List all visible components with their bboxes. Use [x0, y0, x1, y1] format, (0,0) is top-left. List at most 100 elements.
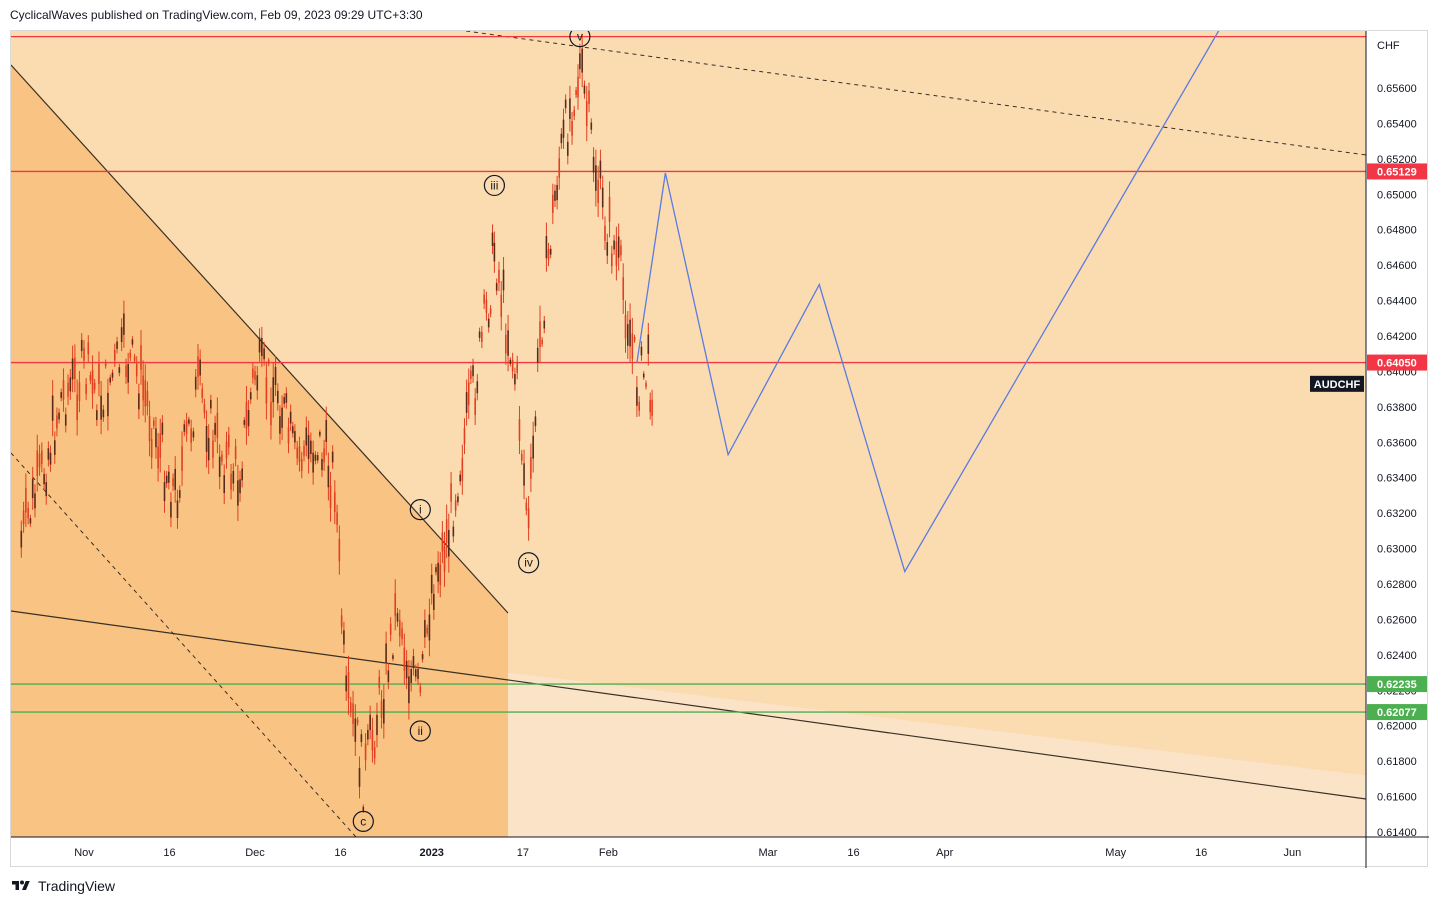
candle-body	[571, 120, 573, 136]
candle-body	[135, 363, 138, 377]
candle-body	[287, 427, 290, 444]
candle-body	[396, 613, 399, 622]
candle-body	[241, 468, 243, 481]
currency-label: CHF	[1377, 40, 1400, 52]
candle-body	[321, 459, 323, 471]
time-axis[interactable]: Nov 16 Dec 16 2023 17 Feb Mar 16 Apr May 16 Jun	[74, 847, 1301, 859]
candle-body	[642, 373, 645, 378]
time-tick-label: 16	[1195, 847, 1207, 859]
candle-body	[116, 341, 118, 349]
candle-body	[218, 456, 221, 477]
candle-body	[622, 277, 625, 301]
time-tick-label: Feb	[599, 847, 618, 859]
price-tick-label: 0.61600	[1377, 792, 1417, 804]
candle-body	[445, 519, 448, 544]
candle-body	[487, 318, 490, 328]
candle-body	[51, 395, 54, 421]
candle-body	[640, 346, 643, 356]
candle-body	[104, 362, 107, 367]
candle-body	[387, 670, 390, 683]
symbol-tag[interactable]	[1310, 375, 1364, 392]
candle-body	[474, 398, 476, 415]
candle-body	[247, 410, 250, 427]
candle-body	[417, 668, 419, 679]
candle-body	[314, 454, 317, 461]
candle-body	[601, 187, 604, 208]
candle-body	[249, 392, 252, 400]
candle-body	[376, 714, 378, 736]
price-badges: 0.65129 0.64050 0.62235 0.62077	[1367, 163, 1427, 721]
price-axis[interactable]: 0.65600 0.65400 0.65200 0.65000 0.64800 0.646…	[1377, 83, 1417, 839]
candle-body	[203, 404, 206, 414]
candle-body	[617, 236, 620, 258]
candle-body	[620, 245, 622, 256]
wave-label-circle	[483, 174, 505, 197]
candle-body	[277, 390, 279, 404]
candle-body	[170, 501, 172, 518]
price-level-badge	[1367, 354, 1427, 371]
candle-body	[541, 339, 543, 345]
candles	[20, 33, 653, 814]
candle-body	[523, 463, 525, 486]
price-tick-label: 0.63000	[1377, 544, 1417, 556]
candle-body	[362, 806, 365, 811]
author-name[interactable]: CyclicalWaves	[10, 8, 88, 22]
candle-body	[289, 411, 292, 424]
candle-body	[405, 660, 408, 679]
candle-body	[107, 392, 109, 417]
chart-frame[interactable]: c i ii iii iv v AUDCHF 0.65600 0.65400 0.65200 0.…	[10, 30, 1429, 868]
candle-body	[294, 431, 296, 443]
price-tick-label: 0.63400	[1377, 473, 1417, 485]
candle-body	[89, 375, 92, 381]
price-tick-label: 0.65400	[1377, 118, 1417, 130]
candle-body	[201, 388, 204, 398]
candle-body	[338, 538, 341, 562]
candle-body	[459, 474, 461, 482]
candle-body	[450, 483, 452, 502]
candle-body	[414, 669, 417, 677]
publish-details: published on TradingView.com, Feb 09, 20…	[87, 8, 423, 22]
candle-body	[356, 719, 359, 724]
candle-body	[511, 359, 514, 372]
candle-body	[87, 342, 90, 355]
candle-body	[437, 562, 439, 582]
candle-body	[392, 655, 394, 659]
candle-body	[148, 416, 151, 442]
candle-body	[31, 478, 34, 499]
projection-path	[636, 31, 1220, 574]
time-tick-label: 16	[163, 847, 175, 859]
candle-body	[373, 747, 376, 759]
candle-body	[29, 518, 32, 524]
candle-body	[258, 337, 261, 353]
price-tick-label: 0.62600	[1377, 614, 1417, 626]
candle-body	[588, 90, 590, 105]
candle-body	[291, 426, 294, 434]
candle-body	[323, 448, 325, 463]
candle-body	[636, 387, 638, 406]
candle-body	[592, 156, 595, 173]
candle-body	[67, 382, 69, 397]
candle-body	[36, 450, 39, 476]
candle-body	[167, 471, 170, 483]
candle-body	[214, 422, 216, 435]
candle-body	[285, 393, 288, 403]
candle-body	[221, 454, 223, 462]
candle-body	[577, 76, 579, 98]
candle-body	[227, 434, 230, 448]
candle-body	[552, 194, 554, 213]
candle-body	[349, 702, 352, 712]
candle-body	[556, 185, 558, 201]
candle-body	[165, 475, 168, 484]
footer-brand[interactable]: TradingView	[10, 878, 115, 894]
candle-body	[530, 456, 532, 479]
candle-body	[327, 465, 330, 488]
candle-body	[27, 507, 29, 519]
candle-body	[109, 377, 112, 383]
candle-body	[493, 242, 496, 262]
symbol-tag-label: AUDCHF	[1314, 379, 1361, 391]
candle-body	[155, 428, 157, 448]
candle-body	[239, 479, 241, 494]
candle-body	[358, 767, 361, 787]
